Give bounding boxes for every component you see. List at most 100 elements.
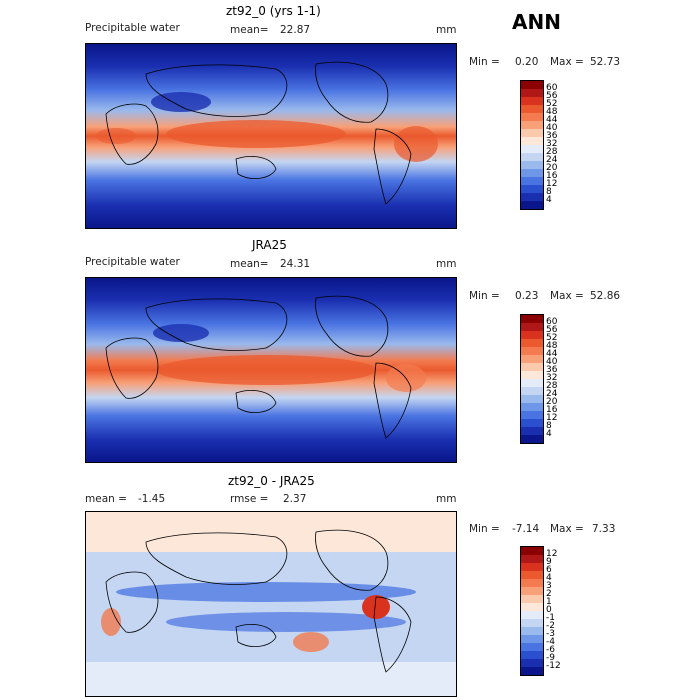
panel3-rmse-value: 2.37 [283, 493, 307, 505]
panel1-mean-value: 22.87 [280, 24, 311, 36]
panel1-variable: Precipitable water [85, 22, 180, 34]
panel3-colorbar-tick-label: -1 [546, 613, 555, 623]
panel1-colorbar-swatch [521, 113, 543, 121]
panel2-colorbar-tick-label: 32 [546, 373, 558, 383]
panel2-colorbar-tick-label: 20 [546, 397, 558, 407]
panel2-colorbar-swatch [521, 387, 543, 395]
panel2-units: mm [436, 258, 457, 270]
panel2-max-value: 52.86 [590, 290, 621, 302]
panel2-colorbar-tick-label: 56 [546, 325, 558, 335]
panel3-colorbar-tick-label: 12 [546, 549, 558, 559]
panel3-colorbar-swatch [521, 563, 543, 571]
panel1-colorbar-swatch [521, 105, 543, 113]
panel3-colorbar-tick-label: -3 [546, 629, 555, 639]
panel3-colorbar-swatch [521, 635, 543, 643]
panel2-colorbar [520, 314, 544, 444]
panel2-colorbar-tick-label: 52 [546, 333, 558, 343]
panel3-colorbar-swatch [521, 587, 543, 595]
panel3-title: zt92_0 - JRA25 [228, 474, 315, 488]
panel1-min-label: Min = [469, 56, 500, 68]
panel3-colorbar-swatch [521, 651, 543, 659]
panel2-colorbar-tick-label: 40 [546, 357, 558, 367]
panel1-colorbar-swatch [521, 97, 543, 105]
panel1-max-value: 52.73 [590, 56, 621, 68]
panel2-colorbar-swatch [521, 323, 543, 331]
panel2-colorbar-swatch [521, 379, 543, 387]
panel3-colorbar-swatch [521, 659, 543, 667]
panel1-colorbar-tick-label: 4 [546, 195, 552, 205]
panel2-colorbar-swatch [521, 395, 543, 403]
panel3-colorbar-tick-label: -2 [546, 621, 555, 631]
panel1-colorbar-swatch [521, 129, 543, 137]
panel1-colorbar [520, 80, 544, 210]
panel1-colorbar-swatch [521, 137, 543, 145]
panel1-colorbar-swatch [521, 169, 543, 177]
panel1-colorbar-swatch [521, 145, 543, 153]
panel2-mean-value: 24.31 [280, 258, 311, 270]
panel1-title: zt92_0 (yrs 1-1) [226, 4, 321, 18]
panel1-colorbar-tick-label: 12 [546, 179, 558, 189]
panel2-colorbar-swatch [521, 331, 543, 339]
panel1-colorbar-swatch [521, 193, 543, 201]
panel1-min-value: 0.20 [515, 56, 539, 68]
panel3-colorbar-swatch [521, 603, 543, 611]
panel3-colorbar-swatch [521, 555, 543, 563]
season-label: ANN [512, 10, 561, 34]
panel1-max-label: Max = [550, 56, 584, 68]
panel3-colorbar-tick-label: 0 [546, 605, 552, 615]
panel2-colorbar-tick-label: 36 [546, 365, 558, 375]
panel1-colorbar-swatch [521, 153, 543, 161]
panel2-variable: Precipitable water [85, 256, 180, 268]
panel1-colorbar-tick-label: 24 [546, 155, 558, 165]
panel3-map [85, 511, 457, 697]
panel2-min-label: Min = [469, 290, 500, 302]
panel2-colorbar-tick-label: 24 [546, 389, 558, 399]
panel1-colorbar-tick-label: 8 [546, 187, 552, 197]
panel3-colorbar-tick-label: -6 [546, 645, 555, 655]
panel2-colorbar-tick-label: 44 [546, 349, 558, 359]
panel3-colorbar-tick-label: 9 [546, 557, 552, 567]
panel3-colorbar-swatch [521, 611, 543, 619]
panel2-colorbar-swatch [521, 435, 543, 443]
panel2-colorbar-tick-label: 48 [546, 341, 558, 351]
panel2-colorbar-swatch [521, 411, 543, 419]
panel3-colorbar-tick-label: -9 [546, 653, 555, 663]
panel3-colorbar-swatch [521, 571, 543, 579]
panel1-colorbar-swatch [521, 81, 543, 89]
panel2-colorbar-tick-label: 16 [546, 405, 558, 415]
panel2-colorbar-swatch [521, 427, 543, 435]
panel2-max-label: Max = [550, 290, 584, 302]
panel2-colorbar-swatch [521, 363, 543, 371]
panel2-map [85, 277, 457, 463]
panel3-rmse-label: rmse = [230, 493, 269, 505]
panel2-colorbar-tick-label: 60 [546, 317, 558, 327]
panel3-mean-value: -1.45 [138, 493, 166, 505]
panel2-colorbar-swatch [521, 371, 543, 379]
panel3-colorbar-swatch [521, 595, 543, 603]
panel1-colorbar-swatch [521, 177, 543, 185]
panel1-colorbar-swatch [521, 185, 543, 193]
panel1-colorbar-tick-label: 40 [546, 123, 558, 133]
panel3-colorbar-ticks: 12 9 6 4 3 2 1 0 -1 -2 -3 -4 -6 -9 -12 [546, 549, 561, 671]
panel3-colorbar-tick-label: 4 [546, 573, 552, 583]
panel2-colorbar-tick-label: 12 [546, 413, 558, 423]
panel1-colorbar-ticks: 60 56 52 48 44 40 36 32 28 24 20 16 12 8 4 [546, 83, 558, 205]
panel1-colorbar-tick-label: 28 [546, 147, 558, 157]
panel3-colorbar-swatch [521, 667, 543, 675]
panel2-min-value: 0.23 [515, 290, 539, 302]
panel1-colorbar-tick-label: 44 [546, 115, 558, 125]
panel1-colorbar-tick-label: 56 [546, 91, 558, 101]
panel3-colorbar-tick-label: -12 [546, 661, 561, 671]
panel1-colorbar-tick-label: 60 [546, 83, 558, 93]
panel1-colorbar-swatch [521, 201, 543, 209]
panel3-min-label: Min = [469, 523, 500, 535]
panel3-colorbar [520, 546, 544, 676]
panel2-colorbar-tick-label: 8 [546, 421, 552, 431]
panel1-colorbar-tick-label: 20 [546, 163, 558, 173]
panel3-colorbar-tick-label: 2 [546, 589, 552, 599]
panel3-colorbar-swatch [521, 619, 543, 627]
panel3-colorbar-tick-label: -4 [546, 637, 555, 647]
panel3-colorbar-swatch [521, 579, 543, 587]
panel2-colorbar-swatch [521, 355, 543, 363]
panel1-map [85, 43, 457, 229]
